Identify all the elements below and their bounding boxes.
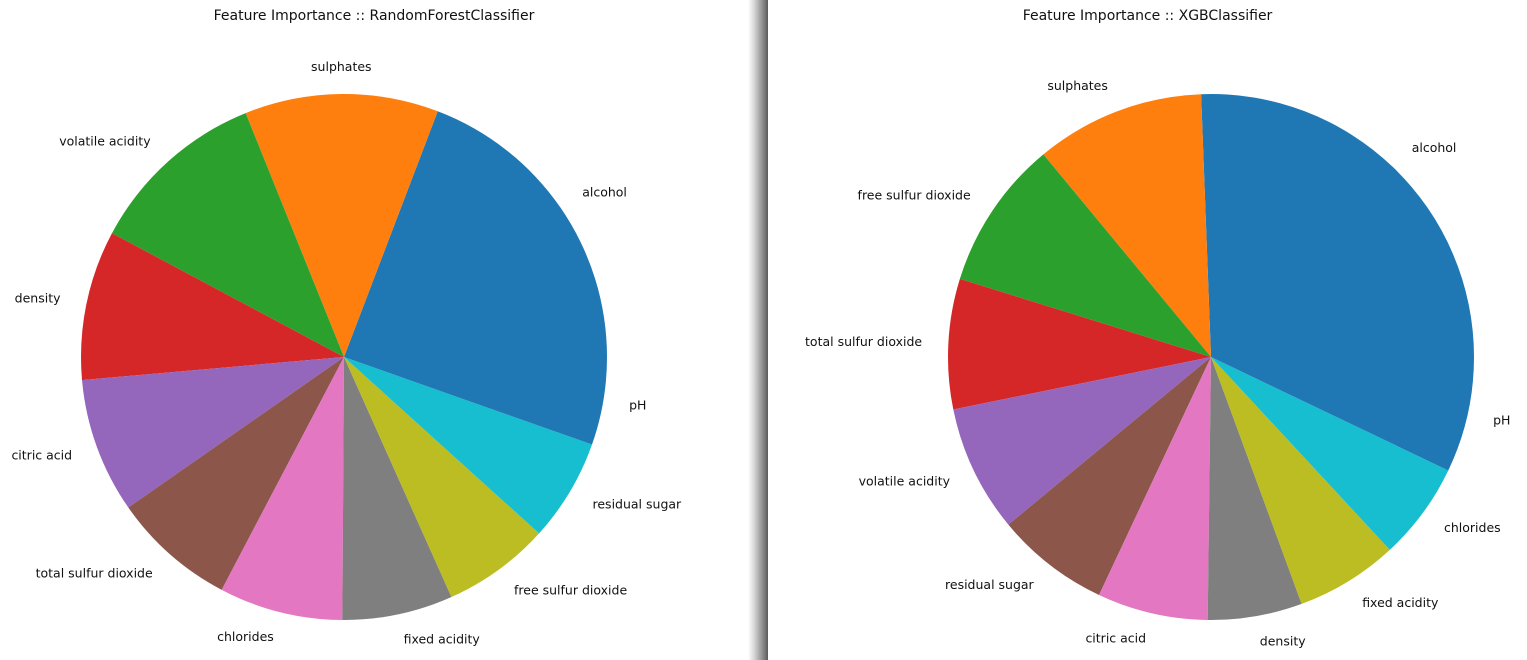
rf-slice-chlorides [221,357,344,620]
rf-label-volatile-acidity: volatile acidity [59,133,151,148]
rf-chart-title: Feature Importance :: RandomForestClassi… [213,8,535,24]
rf-label-alcohol: alcohol [582,184,627,199]
rf-pie-chart: alcohol sulphates volatile acidity density c… [11,59,683,647]
xgb-label-density: density [1260,634,1306,649]
rf-label-chlorides: chlorides [217,629,274,644]
rf-label-total-sulfur-dioxide: total sulfur dioxide [36,566,153,581]
rf-slice-alcohol [344,111,607,358]
rf-slice-residual-sugar [344,357,593,534]
rf-label-density: density [15,291,61,306]
rf-label-sulphates: sulphates [311,59,372,74]
xgb-slice-free-sulfur-dioxide [959,154,1211,357]
xgb-slice-volatile-acidity [953,357,1211,525]
xgb-chart-panel: Feature Importance :: XGBClassifier alco… [768,0,1527,660]
xgb-chart-title: Feature Importance :: XGBClassifier [1022,8,1273,24]
xgb-pie-chart: alcohol sulphates free sulfur dioxide total… [805,78,1510,649]
xgb-label-residual-sugar: residual sugar [945,577,1035,592]
xgb-slice-density [1207,357,1302,621]
rf-label-fixed-acidity: fixed acidity [404,632,481,647]
xgb-label-citric-acid: citric acid [1085,630,1146,645]
xgb-slice-sulphates [1043,94,1211,357]
xgb-slice-chlorides [1211,357,1449,550]
rf-chart-panel: Feature Importance :: RandomForestClassi… [0,0,748,660]
xgb-slice-total-sulfur-dioxide [948,278,1211,410]
xgb-slice-alcohol [1201,94,1474,357]
xgb-label-alcohol: alcohol [1412,140,1457,155]
rf-label-ph: pH [629,397,646,412]
rf-slice-citric-acid [82,357,345,508]
rf-slice-fixed-acidity [342,357,452,620]
rf-slice-free-sulfur-dioxide [344,357,540,598]
rf-slice-ph [344,357,607,445]
xgb-label-chlorides: chlorides [1444,520,1501,535]
xgb-label-volatile-acidity: volatile acidity [859,473,951,488]
rf-slice-total-sulfur-dioxide [128,357,344,590]
rf-label-residual-sugar: residual sugar [593,497,683,512]
xgb-slice-residual-sugar [1008,357,1211,595]
xgb-slice-citric-acid [1099,357,1211,620]
rf-slice-sulphates [245,93,438,357]
rf-slice-volatile-acidity [111,113,345,357]
xgb-label-total-sulfur-dioxide: total sulfur dioxide [805,334,922,349]
rf-label-citric-acid: citric acid [11,447,72,462]
rf-slice-density [81,233,344,381]
xgb-label-sulphates: sulphates [1047,78,1108,93]
xgb-label-ph: pH [1493,413,1510,428]
xgb-label-fixed-acidity: fixed acidity [1362,595,1439,610]
panel-divider [748,0,768,660]
xgb-slice-ph [1211,357,1474,471]
xgb-slice-fixed-acidity [1211,357,1390,604]
rf-label-free-sulfur-dioxide: free sulfur dioxide [514,583,627,598]
xgb-label-free-sulfur-dioxide: free sulfur dioxide [858,187,971,202]
